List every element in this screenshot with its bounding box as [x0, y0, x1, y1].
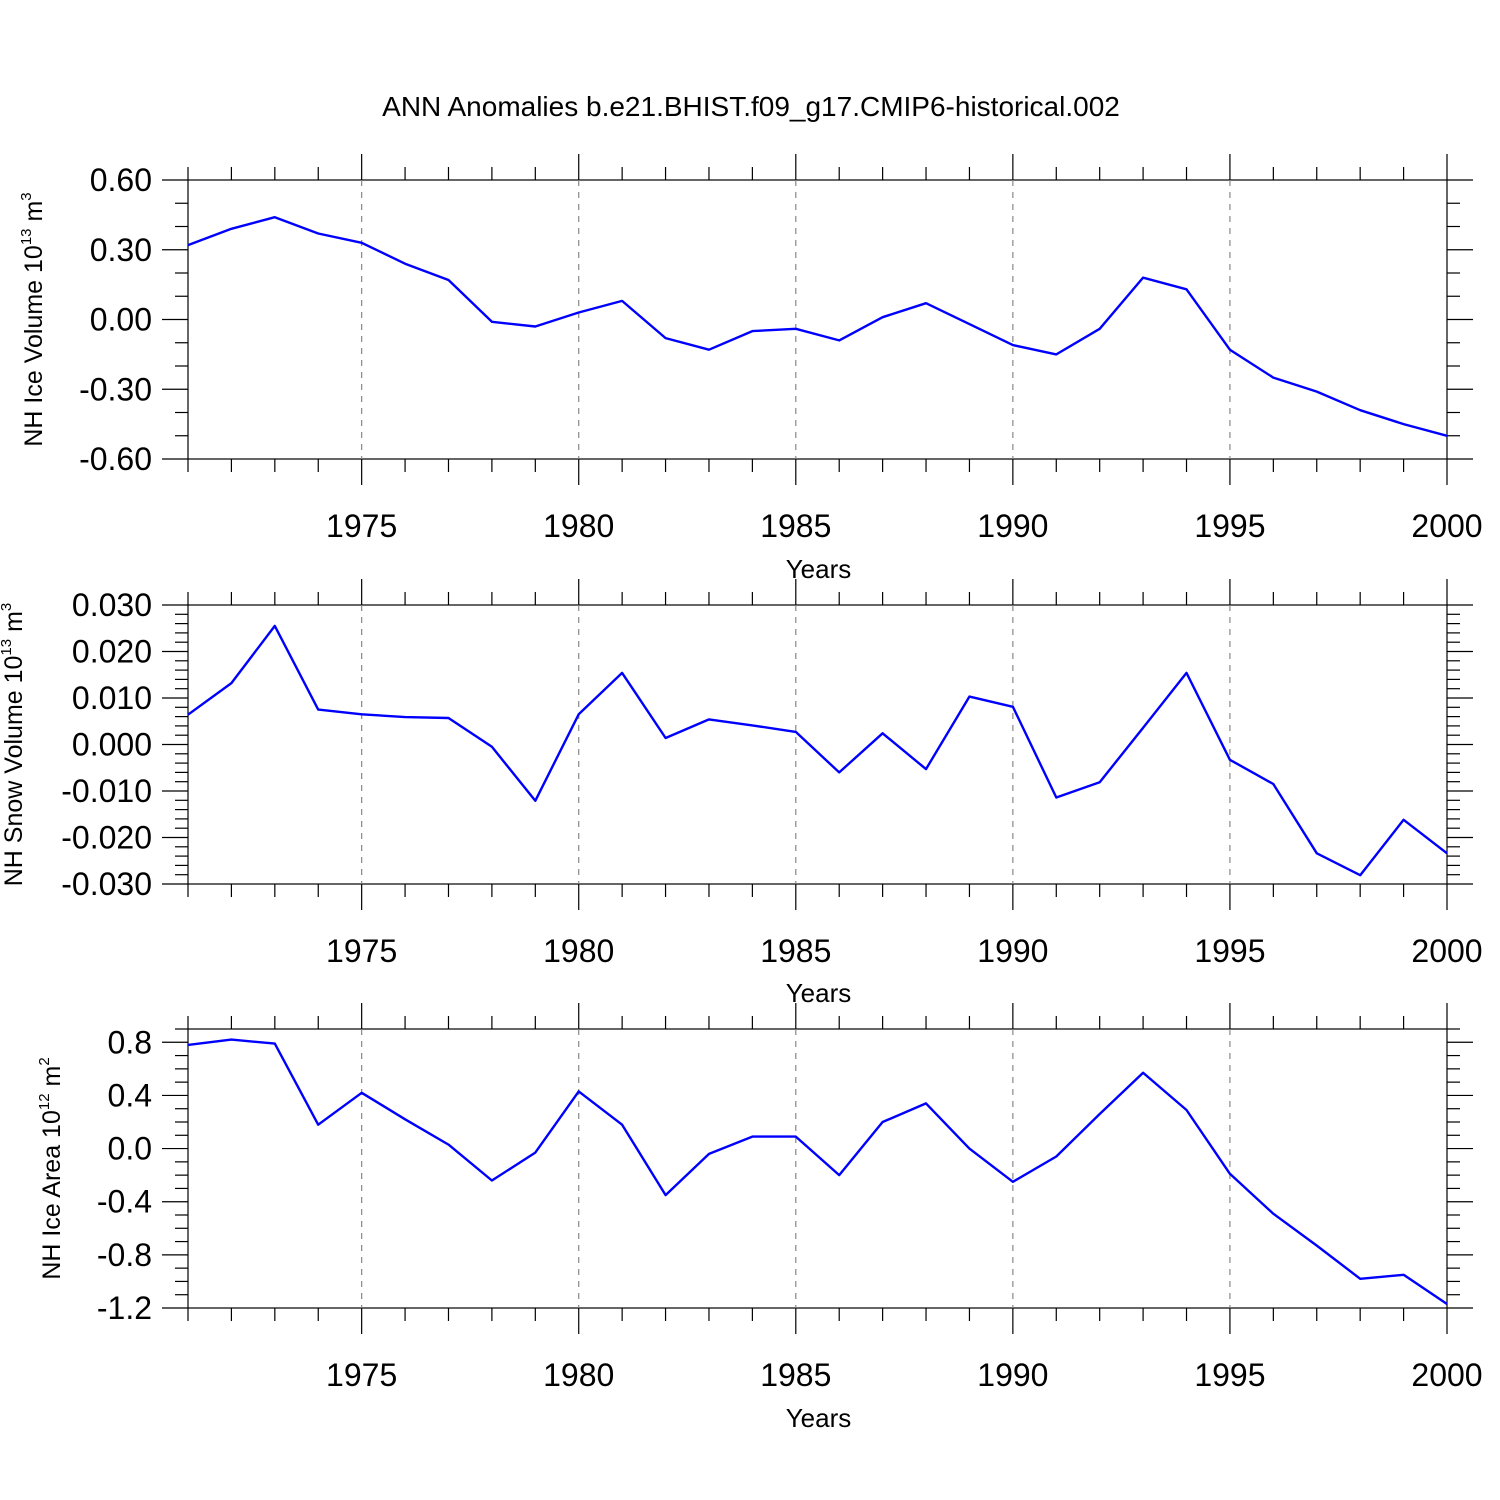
series-line [187, 1038, 1448, 1305]
plot-frame [187, 179, 1448, 460]
panels: 1975 1980 1985 1990 1995 2000 -0.60 -0.30 0.00 0.… [0, 154, 1483, 1433]
y-tick-label: -0.8 [97, 1237, 152, 1273]
x-tick-label: 2000 [1411, 1357, 1482, 1393]
x-tick-label: 2000 [1411, 508, 1482, 544]
panel-1: 1975 1980 1985 1990 1995 2000 -0.60 -0.30 0.00 0.… [18, 154, 1483, 584]
x-tick-label: 1980 [543, 1357, 614, 1393]
x-axis-label: Years [786, 978, 852, 1008]
x-tick-label: 2000 [1411, 933, 1482, 969]
y-tick-label: -1.2 [97, 1290, 152, 1326]
x-axis-label: Years [786, 554, 852, 584]
panel-2: 1975 1980 1985 1990 1995 2000 -0.030 -0.020 -0.0… [0, 579, 1483, 1008]
x-tick-label: 1990 [977, 933, 1048, 969]
y-tick-label: 0.020 [72, 634, 152, 670]
y-tick-label: 0.0 [108, 1131, 152, 1167]
y-tick-label: -0.4 [97, 1184, 152, 1220]
y-tick-label: -0.30 [79, 371, 152, 407]
y-axis-label: NH Snow Volume 1013 m3 [0, 603, 28, 887]
y-tick-label: 0.010 [72, 680, 152, 716]
x-tick-label: 1990 [977, 1357, 1048, 1393]
x-tick-label: 1980 [543, 933, 614, 969]
y-tick-label: 0.00 [90, 302, 152, 338]
x-tick-label: 1995 [1194, 1357, 1265, 1393]
y-tick-label: -0.030 [61, 866, 152, 902]
y-tick-label: -0.60 [79, 441, 152, 477]
y-axis-label: NH Ice Area 1012 m2 [36, 1057, 66, 1279]
y-tick-label: 0.000 [72, 727, 152, 763]
x-tick-label: 1985 [760, 508, 831, 544]
x-tick-label: 1990 [977, 508, 1048, 544]
x-tick-label: 1975 [326, 508, 397, 544]
x-tick-label: 1975 [326, 1357, 397, 1393]
y-tick-label: 0.60 [90, 162, 152, 198]
x-tick-label: 1995 [1194, 933, 1265, 969]
x-tick-label: 1995 [1194, 508, 1265, 544]
y-tick-label: 0.030 [72, 587, 152, 623]
x-tick-label: 1985 [760, 933, 831, 969]
figure-title: ANN Anomalies b.e21.BHIST.f09_g17.CMIP6-… [382, 91, 1120, 122]
x-tick-label: 1985 [760, 1357, 831, 1393]
y-tick-label: -0.010 [61, 773, 152, 809]
panel-3: 1975 1980 1985 1990 1995 2000 -1.2 -0.8 -0.4 0.0 0… [36, 1003, 1483, 1433]
y-tick-label: 0.30 [90, 232, 152, 268]
y-tick-label: 0.4 [108, 1077, 152, 1113]
y-tick-label: -0.020 [61, 820, 152, 856]
x-tick-label: 1975 [326, 933, 397, 969]
y-tick-label: 0.8 [108, 1024, 152, 1060]
x-axis-label: Years [786, 1403, 852, 1433]
x-tick-label: 1980 [543, 508, 614, 544]
series-line [187, 215, 1448, 437]
plot-frame [187, 1028, 1448, 1309]
series-line [187, 624, 1448, 877]
plot-frame [187, 604, 1448, 885]
y-axis-label: NH Ice Volume 1013 m3 [18, 192, 48, 446]
